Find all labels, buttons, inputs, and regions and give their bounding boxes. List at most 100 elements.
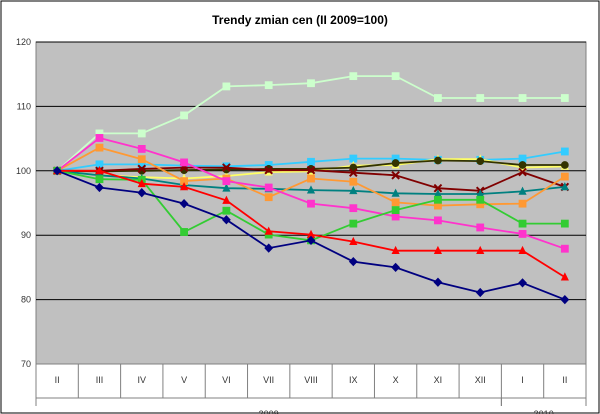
data-point — [434, 216, 442, 225]
data-point — [434, 156, 442, 165]
data-point — [476, 223, 485, 232]
series-8 — [53, 134, 569, 253]
data-point — [95, 182, 104, 193]
data-point — [518, 199, 527, 208]
x-tick-label: VII — [263, 375, 274, 385]
data-point — [560, 272, 569, 281]
data-point — [349, 185, 358, 195]
data-point — [95, 175, 104, 184]
series-layer — [52, 72, 570, 305]
data-point — [222, 163, 231, 172]
data-point — [349, 219, 358, 228]
data-point — [307, 199, 315, 208]
data-point — [95, 166, 104, 175]
data-point — [391, 188, 400, 197]
series-7 — [53, 143, 569, 210]
x-tick-label: IV — [138, 375, 147, 385]
data-point — [307, 157, 315, 166]
series-10 — [53, 166, 569, 281]
x-tick-label: IX — [349, 375, 358, 385]
data-point — [476, 195, 485, 204]
data-point — [560, 219, 569, 228]
data-point — [221, 215, 231, 225]
data-point — [349, 204, 358, 213]
data-point — [137, 145, 146, 153]
data-point — [137, 188, 147, 198]
x-tick-label: VI — [222, 375, 231, 385]
data-point — [222, 206, 231, 215]
data-point — [518, 161, 527, 169]
data-point — [306, 185, 316, 194]
data-point — [476, 94, 485, 102]
year-label: 2009 — [259, 409, 279, 414]
data-point — [560, 161, 569, 169]
data-point — [518, 245, 527, 255]
data-point — [137, 178, 146, 188]
data-point — [348, 256, 358, 267]
x-tick-label: II — [55, 375, 60, 385]
data-point — [391, 72, 400, 81]
data-point — [222, 183, 231, 192]
y-tick-label: 90 — [21, 230, 31, 240]
data-point — [264, 193, 273, 202]
data-point — [476, 245, 485, 255]
data-point — [560, 244, 569, 253]
data-point — [180, 228, 188, 236]
data-point — [307, 79, 315, 88]
data-point — [560, 294, 570, 305]
data-point — [307, 174, 315, 183]
data-point — [518, 278, 527, 288]
x-tick-label: XI — [434, 375, 443, 385]
data-point — [434, 195, 442, 204]
x-tick-label: X — [393, 375, 399, 385]
x-tick-label: VIII — [304, 375, 318, 385]
y-tick-label: 110 — [17, 101, 31, 111]
y-tick-label: 80 — [21, 295, 31, 305]
data-point — [349, 236, 358, 246]
data-point — [264, 183, 273, 192]
data-point — [349, 72, 358, 81]
y-tick-label: 100 — [16, 166, 31, 176]
data-point — [518, 94, 527, 102]
data-point — [264, 165, 273, 175]
data-point — [518, 167, 527, 177]
data-point — [306, 165, 316, 175]
x-tick-label: XII — [475, 375, 486, 385]
data-point — [391, 171, 400, 180]
data-point — [391, 262, 401, 273]
data-point — [52, 166, 62, 176]
data-point — [391, 198, 400, 207]
data-point — [222, 177, 231, 186]
data-point — [518, 186, 527, 195]
data-point — [434, 94, 442, 102]
data-point — [95, 143, 104, 152]
data-point — [349, 163, 358, 172]
chart-title: Trendy zmian cen (II 2009=100) — [212, 13, 388, 27]
data-point — [560, 94, 569, 102]
data-point — [560, 172, 569, 181]
data-point — [95, 134, 104, 142]
x-tick-label: V — [181, 375, 187, 385]
data-point — [391, 212, 400, 221]
data-point — [264, 243, 274, 253]
data-point — [222, 195, 231, 204]
y-tick-label: 120 — [16, 37, 31, 47]
year-label: 2010 — [534, 409, 554, 414]
data-point — [264, 81, 273, 90]
data-point — [180, 111, 188, 120]
data-point — [433, 277, 443, 287]
data-point — [433, 245, 443, 255]
data-point — [180, 158, 188, 167]
x-tick-label: I — [521, 375, 524, 385]
data-point — [179, 182, 189, 191]
data-point — [433, 183, 443, 193]
data-point — [179, 199, 189, 209]
data-point — [391, 206, 400, 214]
data-point — [349, 177, 358, 186]
data-point — [475, 287, 485, 298]
data-point — [560, 147, 569, 156]
data-point — [137, 129, 146, 138]
data-point — [518, 230, 527, 238]
